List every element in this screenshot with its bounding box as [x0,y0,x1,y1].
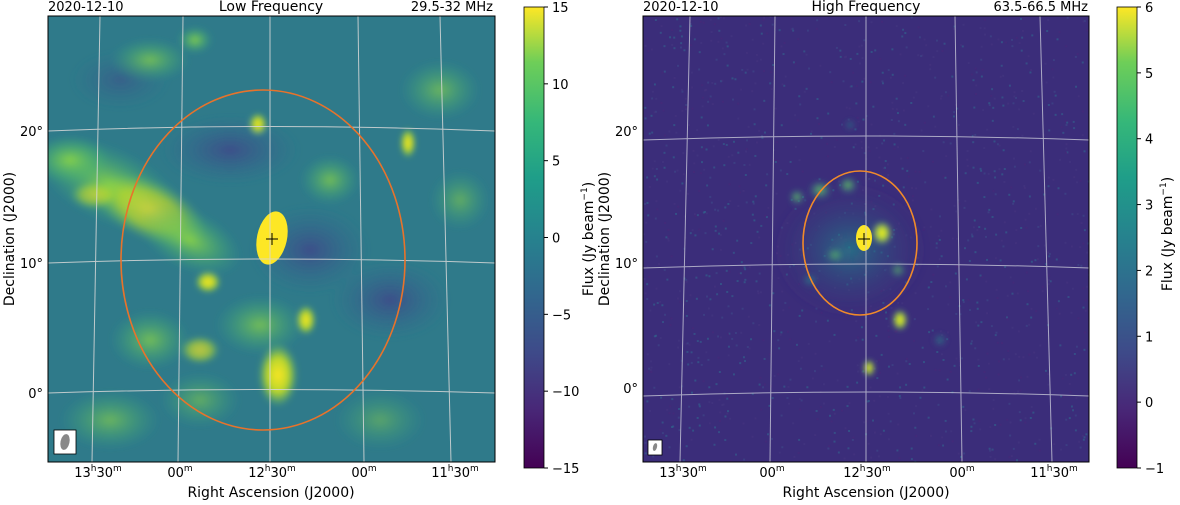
low-x-tick: 13h30m [74,464,122,481]
high-y-axis-label: Declination (J2000) [597,172,613,306]
high-x-ticks: 13h30m 00m 12h30m 00m 11h30m [659,464,1078,481]
high-colorbar-ticks: 6 5 4 3 2 1 0 −1 [1137,1,1164,477]
low-frequency-source-marker [266,233,278,245]
low-y-tick: 20° [20,125,43,140]
colorbar-tick-label: 0 [1145,396,1153,411]
high-frequency-image [643,16,1089,462]
high-y-tick: 20° [615,125,638,140]
high-frequency-panel: 2020-12-10 High Frequency 63.5-66.5 MHz … [597,0,1176,501]
high-frequency-frame [642,15,1090,463]
low-frequency-frame [47,15,496,463]
low-frequency-title: Low Frequency [219,0,323,15]
low-x-tick: 00m [167,464,192,481]
low-frequency-contour [120,89,406,431]
high-x-tick: 00m [949,464,974,481]
high-colorbar-bar [1116,6,1138,469]
colorbar-tick-label: 15 [552,1,569,16]
colorbar-tick-label: −1 [1145,462,1164,477]
high-frequency-beam-marker [647,439,663,456]
high-frequency-date: 2020-12-10 [643,0,719,15]
high-frequency-noise [643,16,1089,462]
low-colorbar-ticks: 15 10 5 0 −5 −10 −15 [544,1,579,477]
low-frequency-panel: 2020-12-10 Low Frequency 29.5-32 MHz 20°… [2,0,597,501]
low-colorbar: 15 10 5 0 −5 −10 −15 Flux (Jy beam−1) [523,1,597,477]
colorbar-tick-label: −5 [552,308,571,323]
high-x-tick: 00m [759,464,784,481]
colorbar-tick-label: 4 [1145,133,1153,148]
colorbar-tick-label: 2 [1145,264,1153,279]
high-colorbar-label: Flux (Jy beam−1) [1159,177,1176,291]
low-colorbar-label: Flux (Jy beam−1) [580,182,597,296]
colorbar-tick-label: −15 [552,462,579,477]
colorbar-tick-label: −10 [552,385,579,400]
high-frequency-contour [802,170,918,316]
high-y-tick: 0° [623,382,638,397]
low-x-tick: 12h30m [248,464,296,481]
high-frequency-source-marker [858,233,870,245]
colorbar-tick-label: 1 [1145,330,1153,345]
high-frequency-grid [643,16,1089,462]
high-x-tick: 12h30m [843,464,891,481]
low-y-axis-label: Declination (J2000) [2,172,18,306]
colorbar-tick-label: 6 [1145,1,1153,16]
low-x-tick: 00m [351,464,376,481]
low-frequency-freq-range: 29.5-32 MHz [411,0,493,15]
low-frequency-image [48,16,495,462]
high-x-tick: 11h30m [1030,464,1078,481]
low-frequency-date: 2020-12-10 [48,0,124,15]
low-x-tick: 11h30m [431,464,479,481]
low-y-tick: 10° [20,257,43,272]
high-x-axis-label: Right Ascension (J2000) [782,485,949,501]
colorbar-tick-label: 0 [552,232,560,247]
high-y-tick: 10° [615,257,638,272]
low-x-ticks: 13h30m 00m 12h30m 00m 11h30m [74,464,479,481]
colorbar-tick-label: 10 [552,78,569,93]
high-frequency-title: High Frequency [812,0,921,15]
high-frequency-structure [770,119,948,377]
colorbar-tick-label: 5 [1145,67,1153,82]
low-frequency-beam-marker [53,429,77,455]
low-frequency-grid [48,16,495,462]
colorbar-tick-label: 3 [1145,199,1153,214]
high-x-tick: 13h30m [659,464,707,481]
high-colorbar: 6 5 4 3 2 1 0 −1 Flux (Jy beam−1) [1116,1,1176,477]
low-x-axis-label: Right Ascension (J2000) [187,485,354,501]
high-frequency-freq-range: 63.5-66.5 MHz [993,0,1088,15]
low-colorbar-bar [523,6,545,469]
colorbar-tick-label: 5 [552,155,560,170]
low-y-tick: 0° [28,387,43,402]
